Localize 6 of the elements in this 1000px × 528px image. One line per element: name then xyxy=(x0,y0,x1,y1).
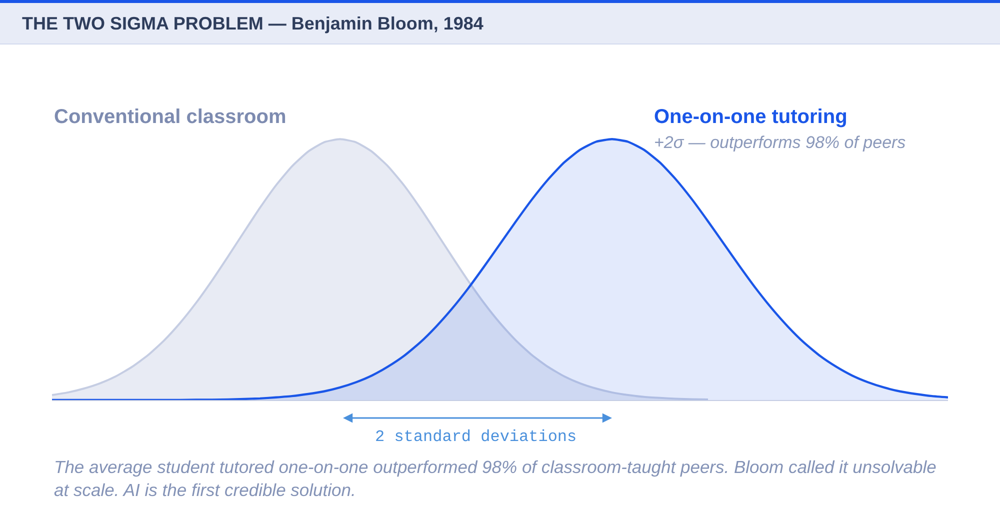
series-label: One-on-one tutoring xyxy=(654,106,848,128)
chart-title: THE TWO SIGMA PROBLEM — Benjamin Bloom, 1984 xyxy=(22,13,484,34)
text: The average student tutored one-on-one outperformed 98% of classroom-taught peers. Bloom called it unsolvable at scale. AI is the first credible solution. xyxy=(54,457,937,500)
series-label: Conventional classroom xyxy=(54,106,286,128)
annotation: +2σ — outperforms 98% of peers xyxy=(654,133,906,152)
text: 2 standard deviations xyxy=(375,428,577,446)
